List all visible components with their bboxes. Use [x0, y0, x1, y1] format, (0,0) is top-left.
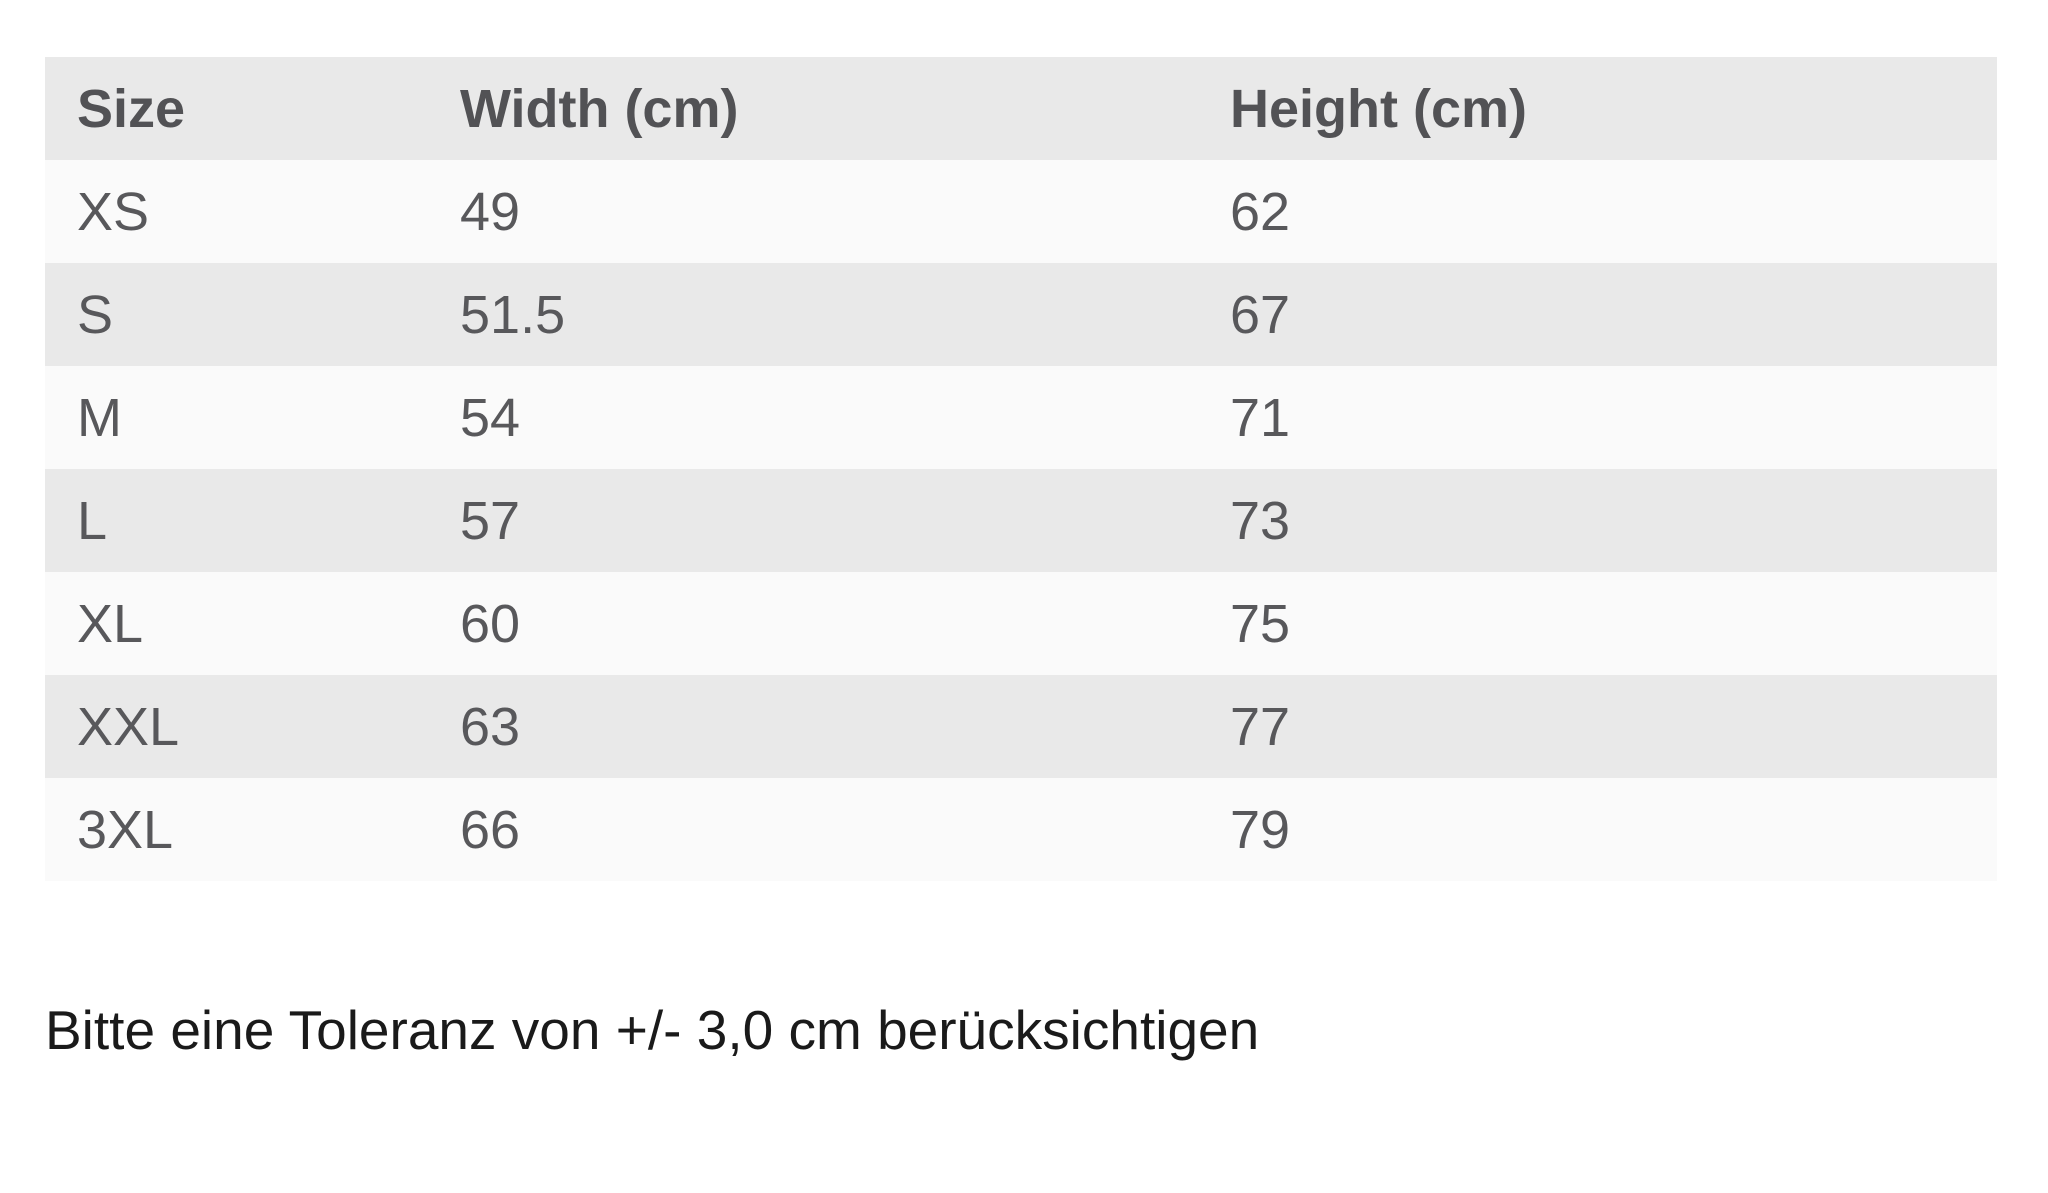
width-cell: 49 [460, 181, 521, 242]
width-cell: 57 [460, 490, 521, 551]
size-cell: XS [77, 181, 150, 242]
width-cell: 51.5 [460, 284, 566, 345]
width-cell: 54 [460, 387, 521, 448]
width-cell: 60 [460, 593, 521, 654]
height-cell: 77 [1230, 696, 1291, 757]
size-cell: S [77, 284, 114, 345]
size-cell: 3XL [77, 799, 174, 860]
table-row: 3XL 66 79 [45, 778, 1997, 881]
tolerance-note: Bitte eine Toleranz von +/- 3,0 cm berüc… [45, 999, 1260, 1061]
size-cell: XXL [77, 696, 180, 757]
table-row: M 54 71 [45, 366, 1997, 469]
size-cell: XL [77, 593, 144, 654]
table-row: XS 49 62 [45, 160, 1997, 263]
column-header-height: Height (cm) [1230, 78, 1527, 139]
size-cell: M [77, 387, 122, 448]
height-cell: 62 [1230, 181, 1291, 242]
column-header-size: Size [77, 78, 186, 139]
height-cell: 75 [1230, 593, 1291, 654]
height-cell: 71 [1230, 387, 1291, 448]
table-row: L 57 73 [45, 469, 1997, 572]
table-row: S 51.5 67 [45, 263, 1997, 366]
table-row: XL 60 75 [45, 572, 1997, 675]
size-chart-container: Size Width (cm) Height (cm) XS 49 62 S 5… [45, 57, 1997, 881]
width-cell: 66 [460, 799, 521, 860]
height-cell: 67 [1230, 284, 1291, 345]
height-cell: 79 [1230, 799, 1291, 860]
header-row: Size Width (cm) Height (cm) [45, 57, 1997, 160]
height-cell: 73 [1230, 490, 1291, 551]
size-chart-table: Size Width (cm) Height (cm) XS 49 62 S 5… [45, 57, 1997, 881]
size-cell: L [77, 490, 108, 551]
width-cell: 63 [460, 696, 521, 757]
table-row: XXL 63 77 [45, 675, 1997, 778]
column-header-width: Width (cm) [460, 78, 739, 139]
